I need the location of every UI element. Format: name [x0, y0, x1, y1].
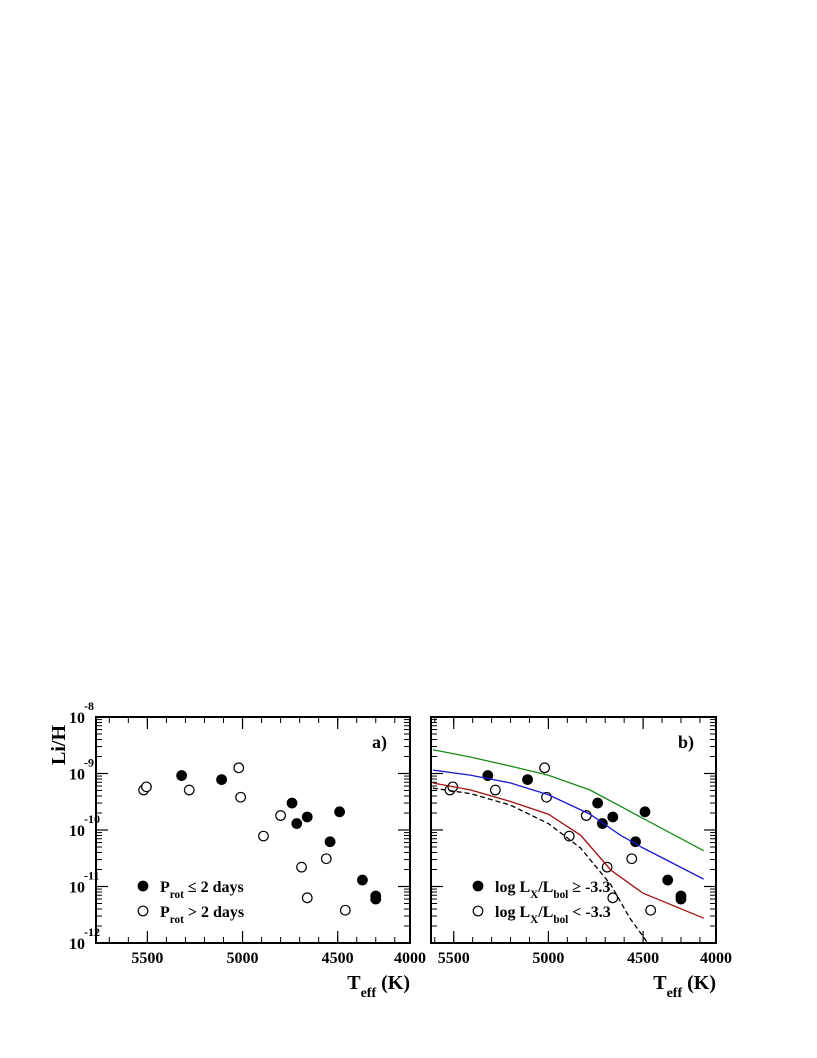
- y-tick-exponent: -11: [84, 869, 99, 883]
- data-point: [339, 904, 351, 916]
- y-tick-label: 10: [69, 823, 85, 840]
- data-point: [662, 874, 674, 886]
- text-part: log L: [495, 904, 530, 921]
- legend-label: log LX/Lbol ≥ -3.3: [495, 879, 610, 901]
- data-point: [286, 797, 298, 809]
- data-point: [301, 811, 313, 823]
- panel-label: b): [678, 732, 694, 753]
- text-part: T: [653, 972, 667, 994]
- data-point: [258, 830, 269, 842]
- data-point: [539, 762, 551, 774]
- subscript: eff: [667, 986, 683, 1001]
- subscript: X: [530, 889, 538, 901]
- y-tick-label: 10: [69, 936, 85, 953]
- data-point: [291, 818, 303, 829]
- data-point: [176, 770, 188, 781]
- x-tick-label: 5500: [438, 950, 470, 967]
- y-tick-label: 10: [69, 880, 85, 897]
- data-point: [645, 904, 657, 916]
- x-axis-label: Teff (K): [653, 972, 716, 1001]
- data-point: [324, 836, 336, 848]
- data-point: [301, 892, 313, 904]
- legend-label: Prot ≤ 2 days: [160, 879, 244, 901]
- data-point: [233, 762, 245, 774]
- data-point: [675, 893, 687, 905]
- data-point: [522, 774, 533, 785]
- data-point: [601, 861, 613, 873]
- data-point: [235, 791, 247, 803]
- data-point: [607, 811, 619, 823]
- data-point: [141, 781, 152, 793]
- data-point: [275, 810, 286, 821]
- y-axis-label: Li/H: [48, 725, 70, 765]
- legend-marker: [137, 880, 149, 892]
- text-part: P: [160, 879, 170, 896]
- text-part: /L: [537, 904, 553, 921]
- x-tick-label: 4000: [394, 950, 426, 967]
- data-point: [357, 874, 368, 886]
- text-part: ≥ -3.3: [568, 879, 610, 896]
- subscript: bol: [553, 889, 568, 901]
- panel-label: a): [372, 732, 387, 753]
- text-part: ≤ 2 days: [184, 879, 244, 896]
- x-tick-label: 4500: [322, 950, 354, 967]
- data-point: [183, 784, 195, 796]
- x-tick-label: 5000: [532, 950, 564, 967]
- data-point: [639, 806, 651, 818]
- text-part: /L: [537, 879, 553, 896]
- data-point: [296, 861, 307, 873]
- x-axis-label: Teff (K): [347, 972, 410, 1001]
- legend-marker: [472, 880, 484, 892]
- legend-marker: [472, 905, 484, 917]
- x-tick-label: 5500: [131, 950, 163, 967]
- legend-label: Prot > 2 days: [160, 904, 244, 926]
- data-point: [626, 853, 638, 865]
- text-part: log L: [495, 879, 530, 896]
- model-curve: [432, 769, 704, 880]
- data-point: [216, 774, 228, 785]
- text-part: < -3.3: [568, 904, 610, 921]
- model-curve: [432, 787, 649, 943]
- subscript: rot: [170, 889, 184, 901]
- text-part: (K): [682, 972, 716, 994]
- legend-label: log LX/Lbol < -3.3: [495, 904, 611, 926]
- y-tick-exponent: -9: [84, 756, 94, 770]
- y-tick-exponent: -8: [84, 699, 94, 713]
- plot-frame: [430, 716, 717, 944]
- text-part: P: [160, 904, 170, 921]
- legend-marker: [137, 905, 149, 917]
- x-tick-label: 4500: [627, 950, 659, 967]
- text-part: > 2 days: [184, 904, 244, 921]
- data-point: [334, 806, 345, 818]
- data-point: [489, 784, 501, 796]
- text-part: T: [347, 972, 361, 994]
- model-curve: [432, 782, 704, 919]
- model-curve: [432, 749, 704, 852]
- data-point: [592, 797, 604, 809]
- text-part: (K): [376, 972, 410, 994]
- data-point: [563, 830, 575, 842]
- x-tick-label: 4000: [700, 950, 732, 967]
- data-point: [320, 853, 332, 865]
- subscript: eff: [361, 986, 377, 1001]
- y-tick-label: 10: [69, 710, 85, 727]
- y-tick-exponent: -10: [84, 812, 100, 826]
- plot-frame: [95, 716, 411, 944]
- subscript: bol: [553, 914, 568, 926]
- subscript: X: [530, 914, 538, 926]
- y-tick-label: 10: [69, 767, 85, 784]
- subscript: rot: [170, 914, 184, 926]
- data-point: [370, 893, 382, 905]
- y-tick-exponent: -12: [84, 925, 100, 939]
- x-tick-label: 5000: [227, 950, 259, 967]
